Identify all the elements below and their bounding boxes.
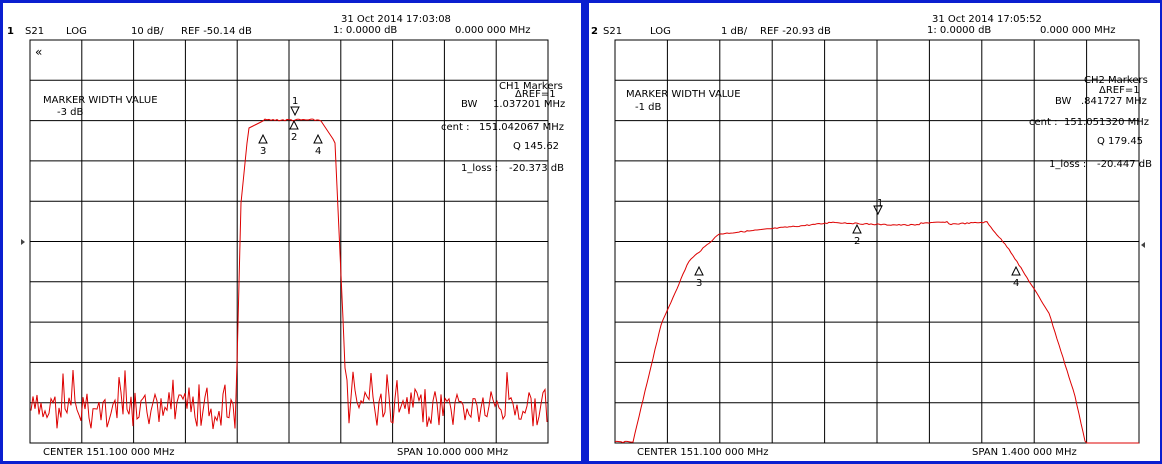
channel-2-plot: 1 2 3 4 <box>589 3 1160 461</box>
reference-arrow-icon <box>21 239 25 245</box>
marker-2-number: 2 <box>854 236 860 247</box>
marker-4-number: 4 <box>315 146 321 157</box>
center-frequency-label: CENTER 151.100 000 MHz <box>637 447 769 458</box>
marker-width-value: -1 dB <box>635 102 661 113</box>
bandwidth-label: BW <box>1055 96 1071 107</box>
marker-1-number: 1 <box>877 198 883 209</box>
reference-arrow-icon <box>1141 242 1145 248</box>
center-value: 151.051320 MHz <box>1064 117 1149 128</box>
bandwidth-label: BW <box>461 99 477 110</box>
marker-3-number: 3 <box>696 278 702 289</box>
insertion-loss-value: -20.373 dB <box>509 163 564 174</box>
delta-ref-label: ΔREF=1 <box>1099 85 1140 96</box>
center-label: cent : <box>441 122 469 133</box>
marker-2-number: 2 <box>291 132 297 143</box>
channel-1-plot: 1 2 3 4 <box>3 3 581 461</box>
span-label: SPAN 10.000 000 MHz <box>397 447 508 458</box>
center-value: 151.042067 MHz <box>479 122 564 133</box>
channel-2-panel: 2 S21 LOG 1 dB/ REF -20.93 dB 31 Oct 201… <box>585 0 1162 464</box>
channel-1-panel: 1 S21 LOG 10 dB/ REF -50.14 dB 31 Oct 20… <box>0 0 581 464</box>
marker-width-value: -3 dB <box>57 107 83 118</box>
marker-width-title: MARKER WIDTH VALUE <box>626 89 741 100</box>
marker-width-title: MARKER WIDTH VALUE <box>43 95 158 106</box>
marker-4-number: 4 <box>1013 278 1019 289</box>
small-marker-glyph: « <box>35 47 42 58</box>
center-label: cent : <box>1029 117 1057 128</box>
bandwidth-value: 1.037201 MHz <box>493 99 565 110</box>
bandwidth-value: .841727 MHz <box>1081 96 1147 107</box>
marker-3-number: 3 <box>260 146 266 157</box>
center-frequency-label: CENTER 151.100 000 MHz <box>43 447 175 458</box>
q-factor: Q 179.45 <box>1097 136 1143 147</box>
insertion-loss-label: 1_loss : <box>461 163 498 174</box>
q-factor: Q 145.62 <box>513 141 559 152</box>
insertion-loss-label: 1_loss : <box>1049 159 1086 170</box>
span-label: SPAN 1.400 000 MHz <box>972 447 1077 458</box>
marker-1-number: 1 <box>292 96 298 107</box>
insertion-loss-value: -20.447 dB <box>1097 159 1152 170</box>
